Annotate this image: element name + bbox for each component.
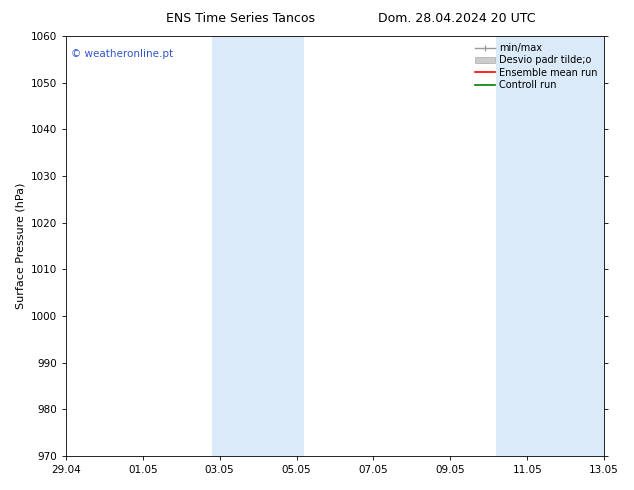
Legend: min/max, Desvio padr tilde;o, Ensemble mean run, Controll run: min/max, Desvio padr tilde;o, Ensemble m… [474,41,599,92]
Bar [212,36,304,456]
Text: ENS Time Series Tancos: ENS Time Series Tancos [166,12,316,25]
Y-axis label: Surface Pressure (hPa): Surface Pressure (hPa) [15,183,25,309]
Bar [496,36,604,456]
Text: © weatheronline.pt: © weatheronline.pt [71,49,173,59]
Text: Dom. 28.04.2024 20 UTC: Dom. 28.04.2024 20 UTC [378,12,535,25]
